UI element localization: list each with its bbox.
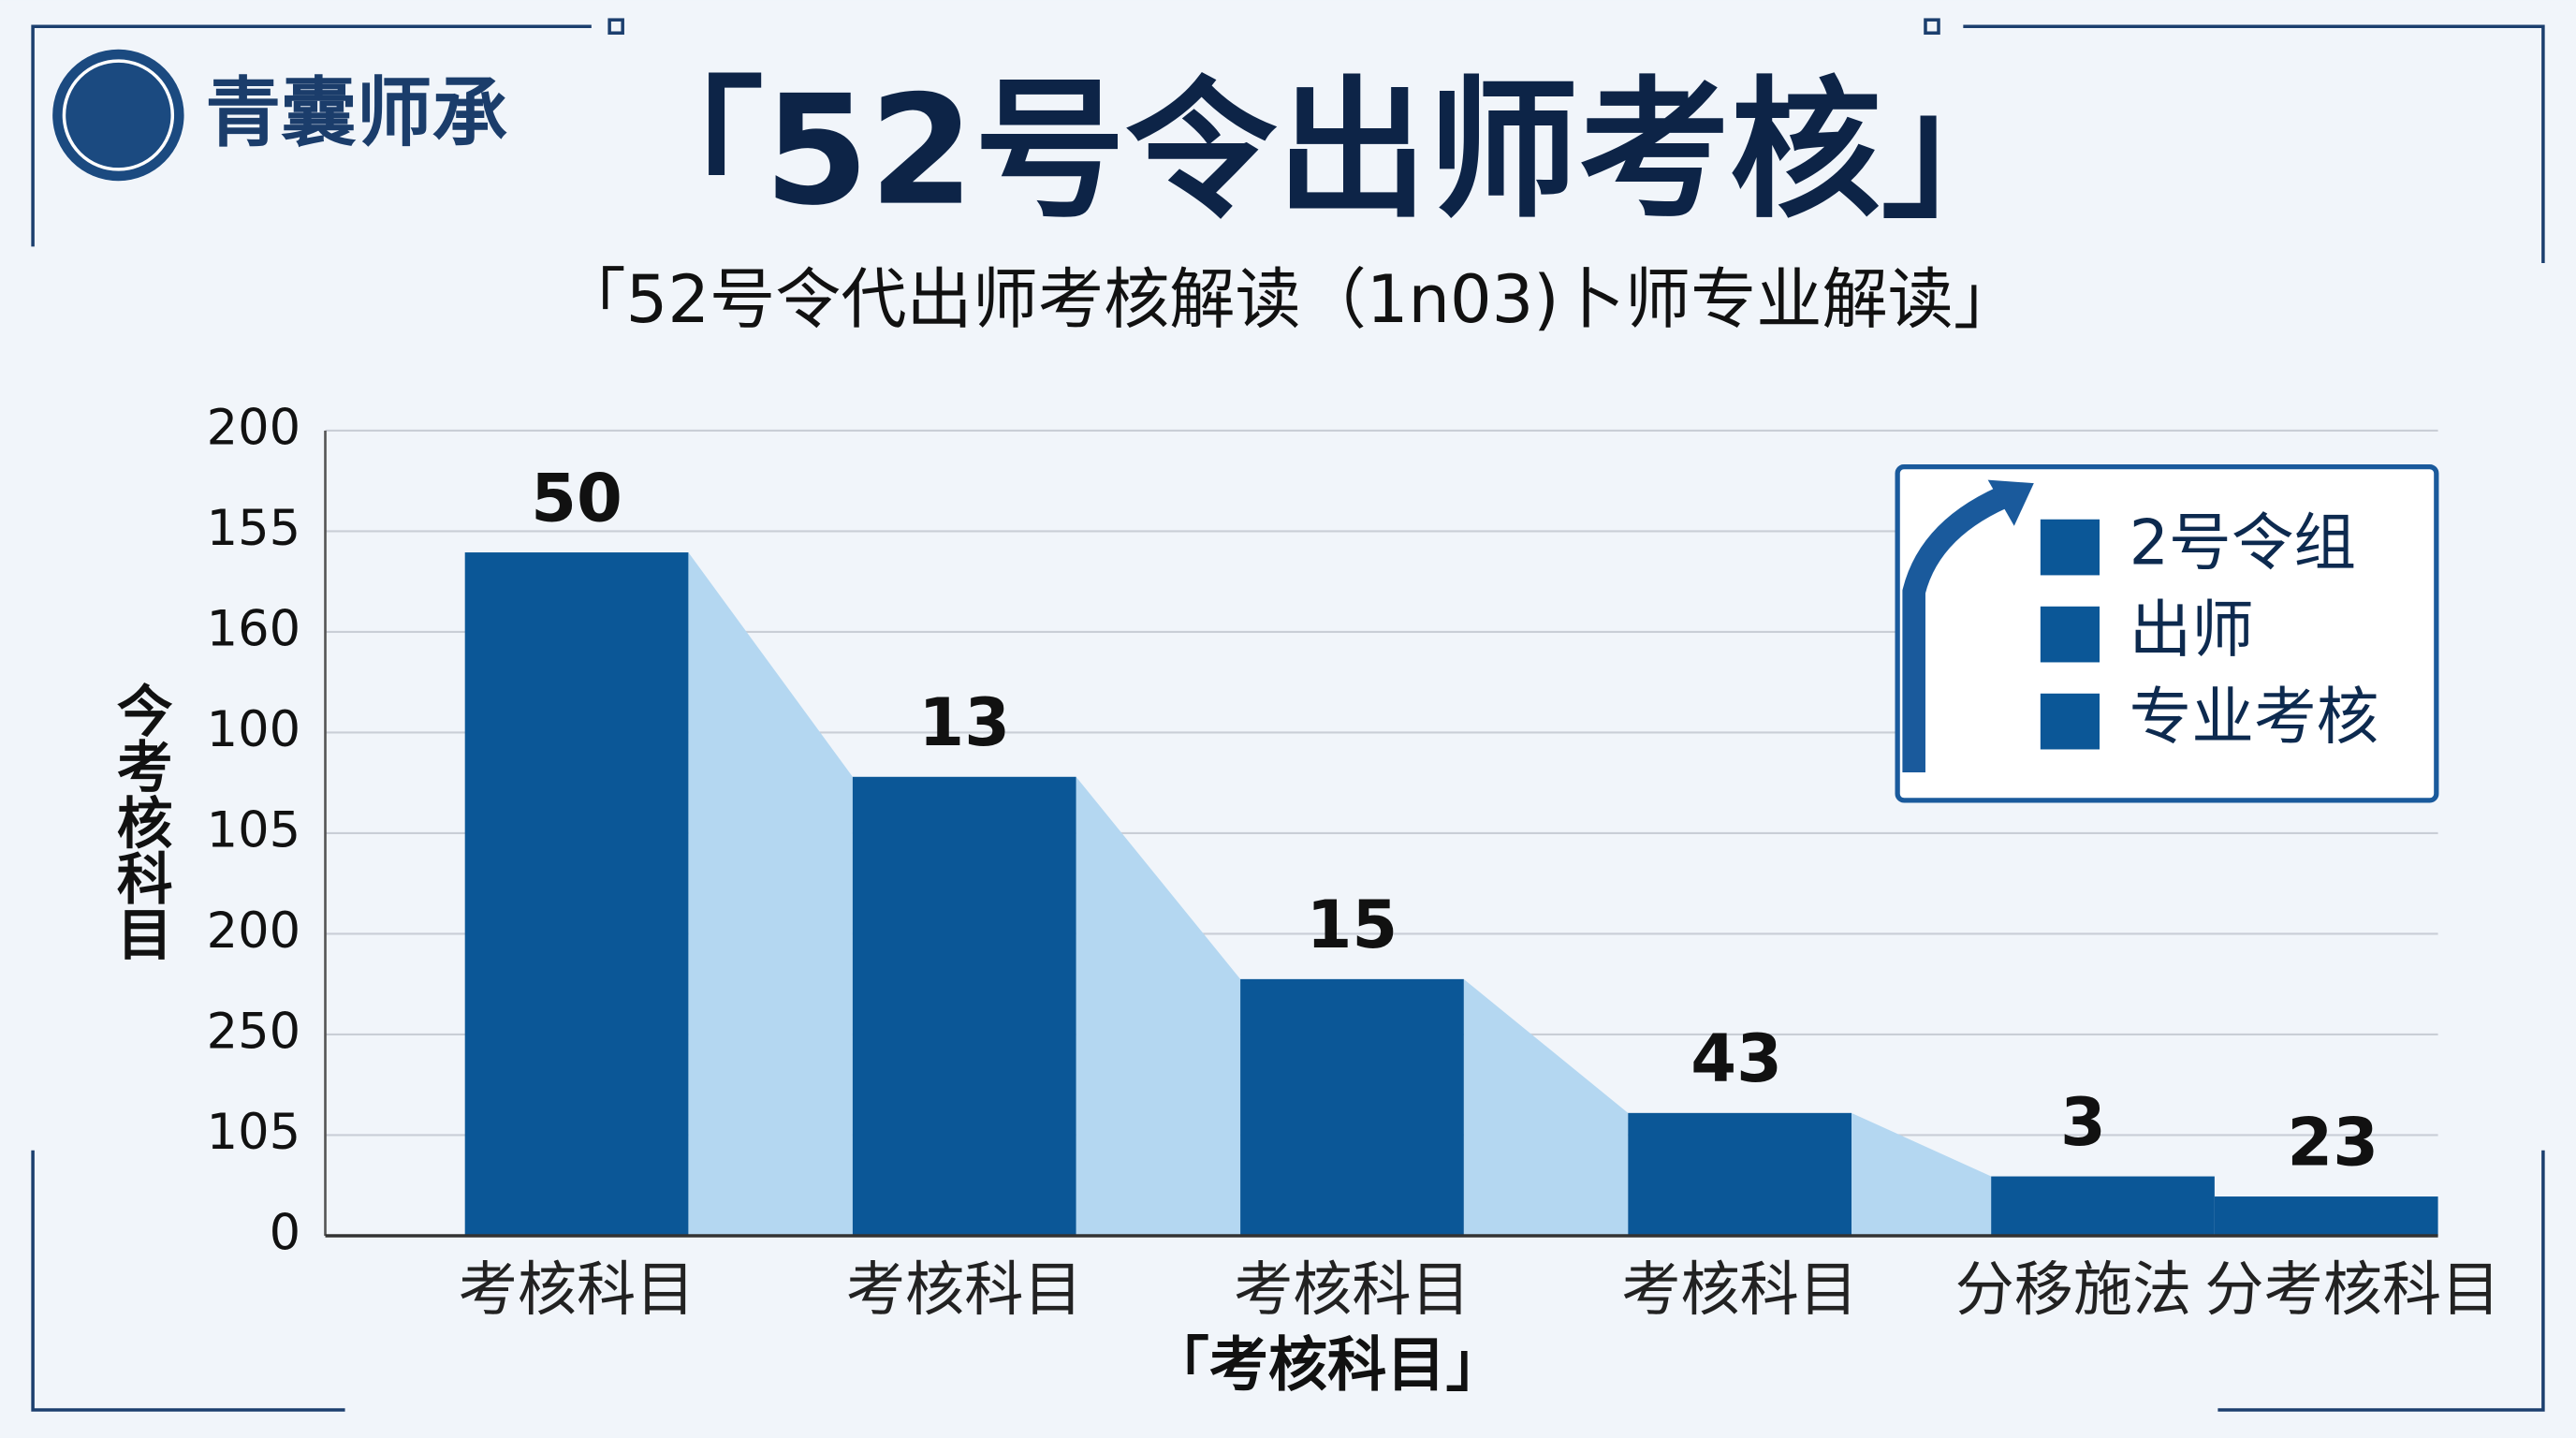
y-tick-label: 105 — [207, 1104, 300, 1161]
bar-annotation: 50 — [531, 460, 622, 536]
bar-annotation: 15 — [1307, 887, 1398, 963]
y-tick-label: 250 — [207, 1004, 300, 1061]
logo: 青囊师承 — [52, 49, 508, 182]
legend-swatch — [2040, 693, 2100, 750]
x-tick-label: 分考核科目 — [2204, 1255, 2500, 1324]
plot: 0 105 250 200 105 100 160 155 200 考核科目 50 考核科目 13 考核科… — [207, 400, 2501, 1324]
bar-annotation: 3 — [2060, 1084, 2106, 1161]
x-tick-label: 考核科目 — [1234, 1255, 1471, 1324]
y-tick-label: 105 — [207, 802, 300, 859]
connector-area — [688, 552, 2215, 1236]
chart-subtitle: 「52号令代出师考核解读（1n03)卜师专业解读」 — [560, 261, 2019, 338]
y-axis-label: 今考核科目 — [108, 682, 173, 961]
legend-label: 专业考核 — [2130, 681, 2379, 754]
bar — [464, 552, 689, 1236]
y-tick-label: 155 — [207, 500, 300, 557]
bar — [1628, 1112, 1852, 1236]
bar — [852, 776, 1076, 1236]
legend-swatch — [2040, 519, 2100, 576]
y-tick-label: 200 — [207, 400, 300, 457]
legend-label: 2号令组 — [2130, 506, 2357, 580]
y-tick-label: 200 — [207, 902, 300, 960]
frame — [31, 18, 2545, 1412]
legend-label: 出师 — [2130, 594, 2254, 667]
x-tick-label: 考核科目 — [1621, 1255, 1858, 1324]
y-tick-label: 100 — [207, 701, 300, 758]
x-tick-label: 考核科目 — [846, 1255, 1083, 1324]
y-tick-label: 160 — [207, 601, 300, 658]
brand: 青囊师承 — [205, 69, 507, 157]
bar — [2214, 1196, 2438, 1236]
y-tick-label: 0 — [270, 1205, 301, 1262]
bar-annotation: 23 — [2287, 1104, 2378, 1181]
x-axis-label: 「考核科目」 — [1150, 1330, 1505, 1400]
bar — [1991, 1176, 2215, 1236]
bar-annotation: 43 — [1690, 1020, 1782, 1097]
bar — [1240, 978, 1464, 1236]
x-tick-label: 分移施法 — [1955, 1255, 2192, 1324]
bar-annotation: 13 — [918, 684, 1010, 761]
legend-swatch — [2040, 606, 2100, 663]
chart-title: 「52号令出师考核」 — [613, 64, 2032, 240]
x-tick-label: 考核科目 — [459, 1255, 695, 1324]
